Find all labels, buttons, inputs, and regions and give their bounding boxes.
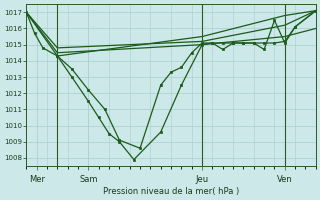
X-axis label: Pression niveau de la mer( hPa ): Pression niveau de la mer( hPa ) (103, 187, 239, 196)
